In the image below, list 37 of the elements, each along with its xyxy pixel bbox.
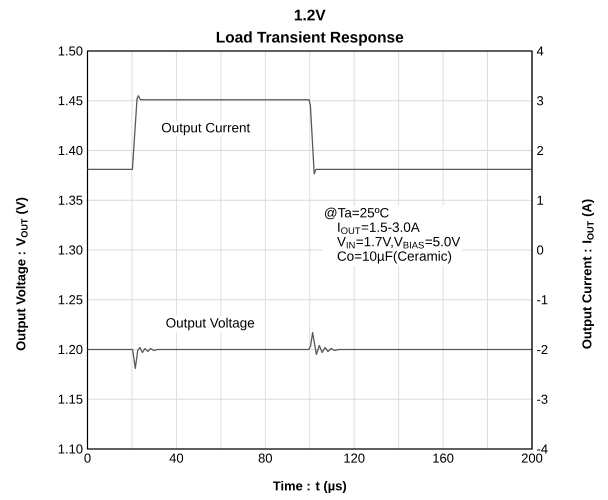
- y-tick-label: 1.35: [58, 196, 82, 205]
- y-tick-label: 1.40: [58, 146, 82, 156]
- y-tick-label: 1.50: [58, 46, 82, 56]
- y-tick-label: 1.45: [58, 96, 82, 106]
- annotation: Co=10µF(Ceramic): [338, 250, 452, 264]
- x-tick-label: 80: [258, 454, 272, 463]
- annotation: V$_{IN}$=1.7V,V$_{BIAS}$=5.0V: [337, 236, 460, 249]
- line-series: [88, 95, 532, 175]
- series-label: Output Voltage: [166, 318, 254, 330]
- y-tick-label: 1.25: [58, 295, 82, 304]
- annotation: @Ta=25ºC: [325, 208, 389, 220]
- chart-title: 1.2V: [294, 10, 326, 20]
- y2-tick-label: 3: [537, 96, 544, 106]
- y-tick-label: 1.10: [58, 444, 82, 454]
- x-tick-label: 120: [344, 454, 365, 463]
- y-axis-title: Output Voltage : V$_{OUT}$ (V): [16, 198, 28, 350]
- annotation: I$_{OUT}$=1.5-3.0A: [338, 222, 420, 234]
- y2-tick-label: 1: [538, 196, 544, 205]
- series-label: Output Current: [162, 122, 250, 136]
- y2-axis-title: Output Current : I$_{OUT}$ (A): [582, 199, 594, 349]
- y-tick-label: 1.20: [58, 344, 82, 354]
- y-tick-label: 1.15: [58, 394, 82, 404]
- y-tick-label: 1.30: [58, 245, 82, 255]
- x-axis-title: Time : t (µs): [272, 480, 346, 494]
- x-tick-label: 40: [169, 454, 184, 463]
- line-series: [88, 332, 532, 370]
- y2-tick-label: 0: [537, 245, 544, 255]
- x-tick-label: 0: [84, 454, 91, 463]
- chart-subtitle: Load Transient Response: [216, 31, 404, 46]
- y2-tick-label: -2: [537, 344, 548, 354]
- y2-tick-label: -1: [537, 295, 548, 304]
- x-tick-label: 160: [433, 454, 454, 463]
- y2-tick-label: 4: [536, 46, 544, 56]
- y2-tick-label: -4: [537, 444, 548, 454]
- y2-tick-label: -3: [537, 394, 548, 404]
- y2-tick-label: 2: [537, 146, 544, 156]
- x-tick-label: 200: [522, 454, 542, 463]
